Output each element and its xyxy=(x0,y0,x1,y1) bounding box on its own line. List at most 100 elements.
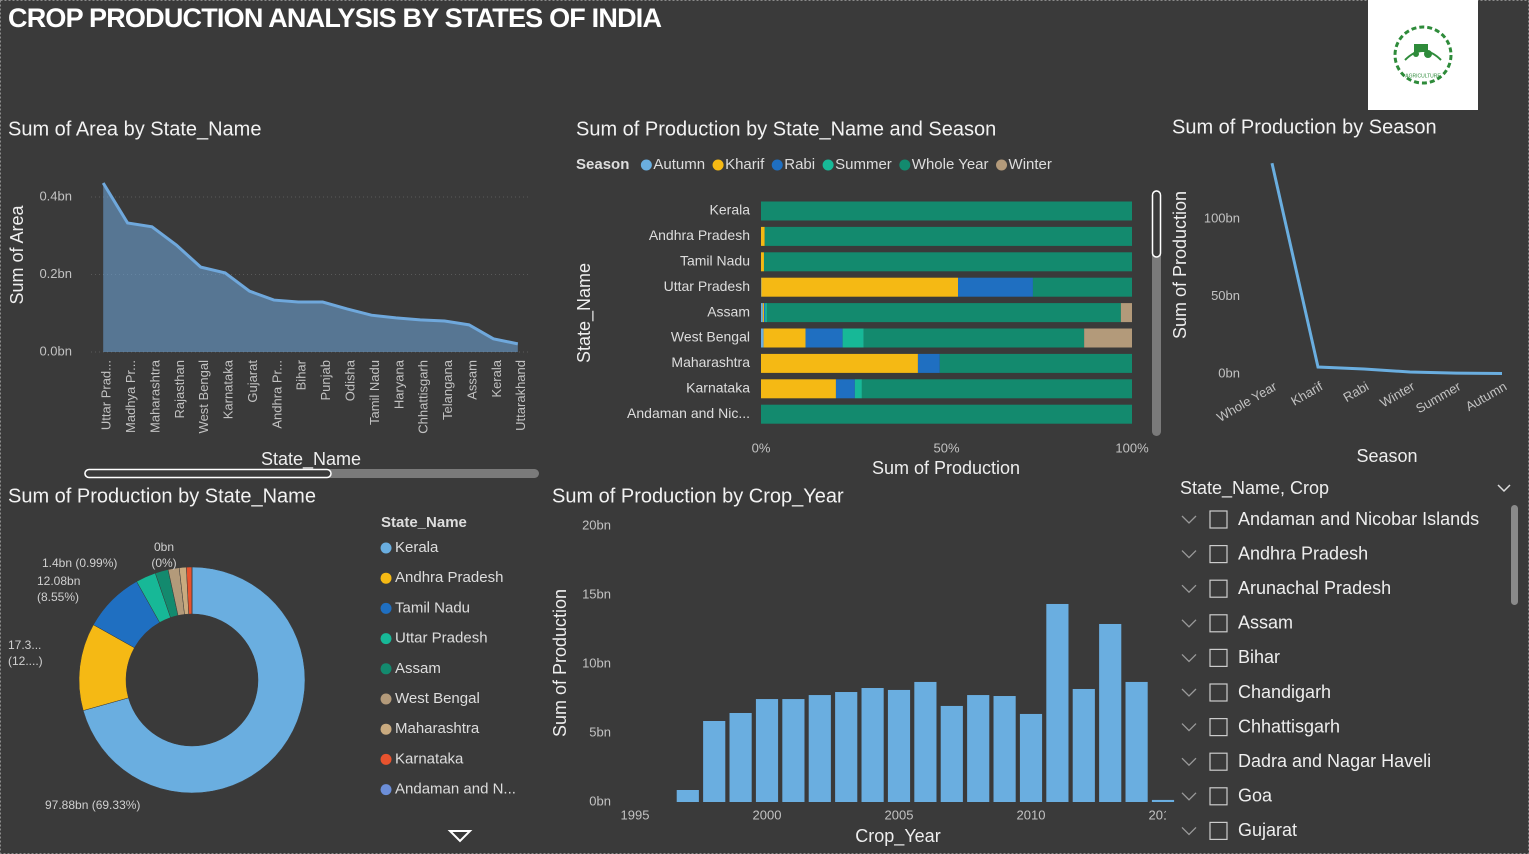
chart-title: Sum of Production by State_Name and Seas… xyxy=(576,118,996,140)
slicer-item[interactable]: Gujarat xyxy=(1238,820,1297,840)
data-label: 12.08bn (8.55%) xyxy=(37,574,81,604)
bar xyxy=(1151,799,1175,802)
x-tick-label: Punjab xyxy=(318,360,333,400)
bar xyxy=(1125,681,1148,802)
slicer-item[interactable]: Arunachal Pradesh xyxy=(1238,578,1391,598)
slicer-item[interactable]: Goa xyxy=(1238,786,1273,806)
legend-marker xyxy=(996,159,1008,171)
checkbox[interactable] xyxy=(1209,544,1228,564)
slicer-item[interactable]: Dadra and Nagar Haveli xyxy=(1238,751,1431,771)
legend-label[interactable]: Andhra Pradesh xyxy=(395,569,503,586)
checkbox[interactable] xyxy=(1209,614,1228,633)
area-fill xyxy=(103,183,518,352)
x-tick-label: Madhya Pr... xyxy=(123,360,138,433)
bar-segment xyxy=(1084,328,1132,348)
slicer-item[interactable]: Assam xyxy=(1238,613,1293,633)
data-label: 0bn (0%) xyxy=(151,540,177,570)
bar xyxy=(676,789,699,802)
legend-label[interactable]: Karnataka xyxy=(395,750,464,767)
bar xyxy=(755,699,779,802)
x-tick-label: Bihar xyxy=(294,359,309,390)
bar xyxy=(967,695,990,802)
bar-segment xyxy=(761,353,918,373)
x-tick-label: 50% xyxy=(933,440,959,455)
slicer-dropdown[interactable] xyxy=(1497,484,1511,493)
expand-chevron[interactable] xyxy=(1181,792,1197,801)
bar xyxy=(808,695,831,802)
y-tick-label: 0bn xyxy=(589,793,611,808)
checkbox[interactable] xyxy=(1209,510,1228,529)
y-tick-label: Andhra Pradesh xyxy=(649,227,750,243)
legend-label[interactable]: Maharashtra xyxy=(395,720,480,737)
bar xyxy=(914,681,937,802)
bar-segment xyxy=(842,328,864,348)
y-tick-label: 0.2bn xyxy=(39,266,72,281)
data-label: 97.88bn (69.33%) xyxy=(45,798,141,812)
checkbox[interactable] xyxy=(1209,821,1228,841)
legend-marker xyxy=(712,159,724,171)
checkbox[interactable] xyxy=(1209,579,1228,598)
y-tick-label: Karnataka xyxy=(686,380,750,396)
bar-segment xyxy=(765,303,767,323)
x-axis-title: Season xyxy=(1356,446,1417,466)
legend-label[interactable]: West Bengal xyxy=(395,690,480,707)
bar-segment xyxy=(761,404,1132,424)
x-tick-label: 1995 xyxy=(621,807,650,822)
legend-title: Season xyxy=(576,156,629,173)
bar-segment xyxy=(764,226,1132,246)
slicer-item[interactable]: Andaman and Nicobar Islands xyxy=(1238,509,1479,529)
expand-chevron[interactable] xyxy=(1181,550,1197,559)
bar-segment xyxy=(917,353,940,373)
legend-label: Summer xyxy=(835,156,892,173)
expand-chevron[interactable] xyxy=(1181,515,1197,524)
expand-chevron[interactable] xyxy=(1181,688,1197,697)
chart-title: Sum of Production by Crop_Year xyxy=(552,485,844,507)
legend-label[interactable]: Assam xyxy=(395,660,441,677)
x-tick-label: 100% xyxy=(1115,440,1149,455)
expand-chevron[interactable] xyxy=(1181,723,1197,732)
bar-scrollbar xyxy=(1151,190,1162,436)
x-tick-label: 2005 xyxy=(885,807,914,822)
y-tick-label: 20bn xyxy=(582,517,611,532)
legend-scroll-arrow[interactable] xyxy=(447,830,473,843)
checkbox[interactable] xyxy=(1209,648,1228,668)
legend-label[interactable]: Kerala xyxy=(395,539,439,556)
expand-chevron[interactable] xyxy=(1181,653,1197,663)
x-tick-label: Rajasthan xyxy=(172,360,187,419)
x-tick-label: 2010 xyxy=(1017,807,1046,822)
checkbox[interactable] xyxy=(1209,752,1228,771)
slicer-item[interactable]: Bihar xyxy=(1238,647,1280,667)
y-tick-label: 0.4bn xyxy=(39,188,72,203)
bar xyxy=(861,688,884,802)
x-tick-label: 0% xyxy=(752,440,771,455)
checkbox[interactable] xyxy=(1209,717,1228,737)
legend-marker xyxy=(640,159,652,171)
legend-marker xyxy=(380,542,392,554)
expand-chevron[interactable] xyxy=(1181,826,1197,836)
bar-segment xyxy=(763,252,1132,272)
expand-chevron[interactable] xyxy=(1181,757,1197,767)
checkbox[interactable] xyxy=(1209,683,1228,702)
legend-marker xyxy=(899,159,911,171)
legend-label[interactable]: Tamil Nadu xyxy=(395,599,470,616)
expand-chevron[interactable] xyxy=(1181,619,1197,628)
bar-segment xyxy=(805,328,843,348)
legend-label[interactable]: Andaman and N... xyxy=(395,781,516,798)
bar-segment xyxy=(761,379,836,399)
bar xyxy=(729,712,752,802)
slicer-item[interactable]: Chandigarh xyxy=(1238,682,1331,702)
data-label: 17.3... (12....) xyxy=(8,638,43,668)
slicer-item[interactable]: Andhra Pradesh xyxy=(1238,543,1368,563)
legend-label[interactable]: Uttar Pradesh xyxy=(395,630,488,647)
legend-label: Whole Year xyxy=(912,156,989,173)
x-tick-label: Gujarat xyxy=(245,360,260,403)
bar-segment xyxy=(766,303,1121,323)
bar-segment xyxy=(863,328,1085,348)
checkbox[interactable] xyxy=(1209,787,1228,806)
expand-chevron[interactable] xyxy=(1181,584,1197,594)
slicer-item[interactable]: Chhattisgarh xyxy=(1238,716,1340,736)
y-tick-label: 0.0bn xyxy=(39,343,72,358)
x-tick-label: Assam xyxy=(464,360,479,400)
